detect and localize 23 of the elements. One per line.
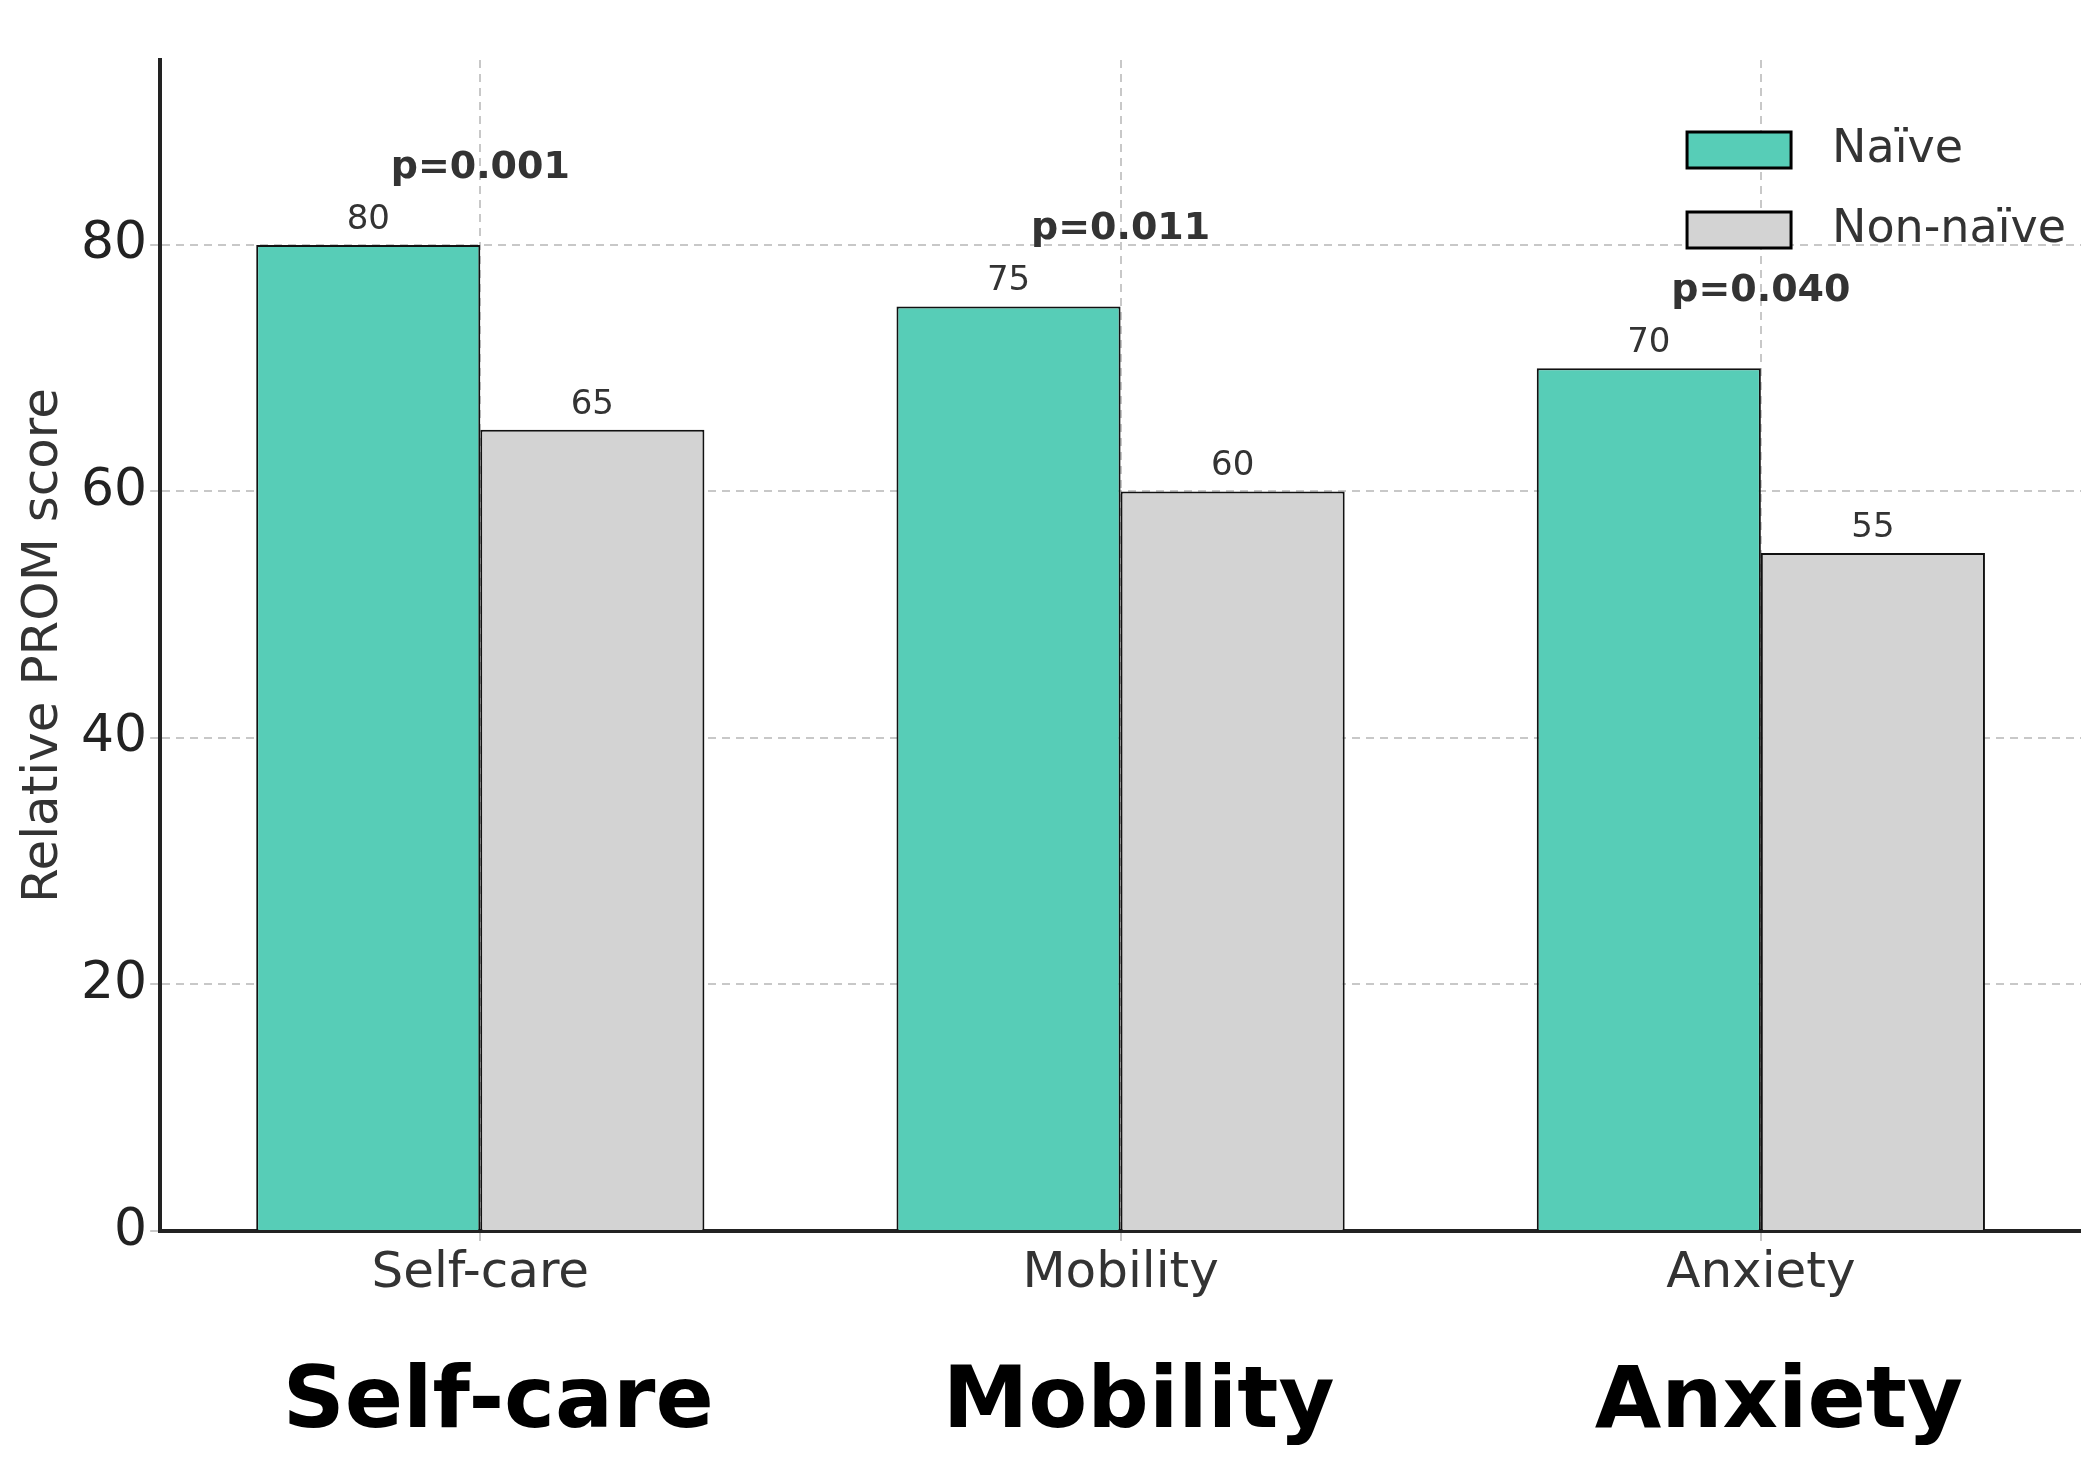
y-tick-label: 80 — [81, 210, 148, 271]
y-tick-label: 60 — [81, 456, 148, 517]
data-label: 75 — [986, 258, 1031, 299]
y-tick-label: 20 — [81, 949, 148, 1010]
data-label: 55 — [1851, 504, 1895, 545]
data-label: 65 — [570, 381, 614, 422]
legend-label: Naïve — [1832, 118, 1963, 173]
y-tick-label: 0 — [114, 1196, 148, 1257]
legend-label: Non-naïve — [1832, 198, 2066, 253]
data-label: 70 — [1627, 319, 1671, 360]
text: Mobility — [942, 1347, 1335, 1448]
y-tick-label: 40 — [81, 703, 148, 764]
annotation: p=0.040 — [1671, 266, 1851, 311]
x-tick-label: Mobility — [1022, 1240, 1219, 1299]
text: Self-care — [282, 1347, 714, 1448]
y-axis-title: Relative PROM score — [10, 387, 69, 904]
x-tick-label: Anxiety — [1666, 1240, 1856, 1299]
x-tick-label: Self-care — [371, 1240, 590, 1299]
annotation: p=0.001 — [390, 142, 570, 187]
data-label: 60 — [1211, 443, 1255, 484]
annotation: p=0.011 — [1030, 204, 1211, 249]
data-label: 80 — [346, 196, 390, 237]
text: Anxiety — [1594, 1347, 1963, 1448]
